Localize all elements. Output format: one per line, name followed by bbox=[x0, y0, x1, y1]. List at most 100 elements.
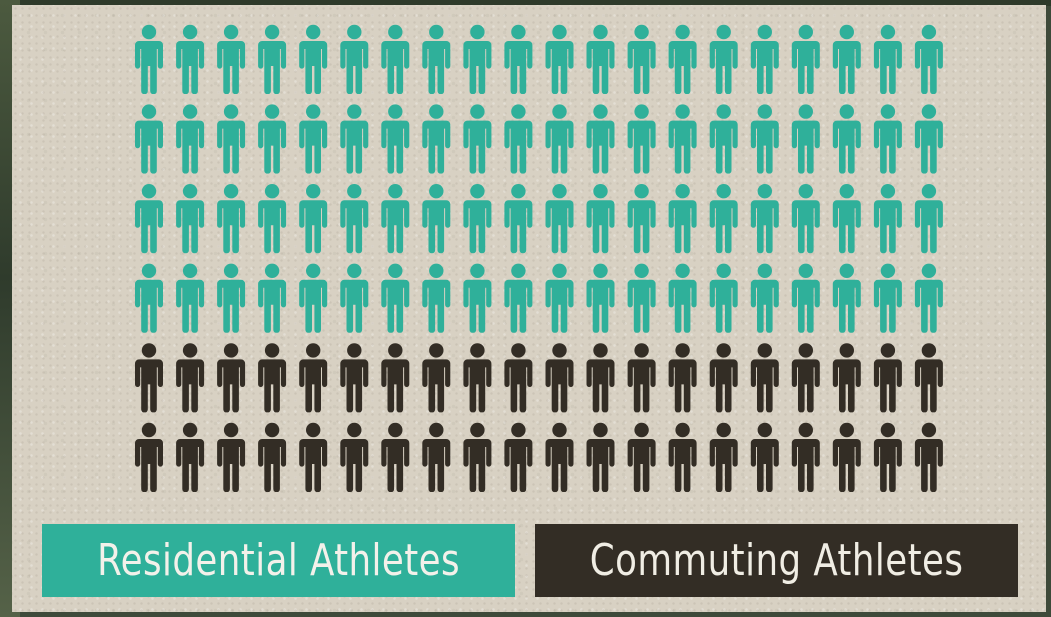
legend-commuting-athletes: Commuting Athletes bbox=[535, 524, 1018, 597]
person-icon bbox=[463, 422, 492, 492]
person-icon bbox=[258, 263, 287, 333]
person-icon bbox=[832, 422, 861, 492]
person-icon bbox=[627, 422, 656, 492]
person-icon bbox=[299, 24, 328, 94]
person-icon bbox=[627, 24, 656, 94]
person-icon bbox=[340, 343, 369, 413]
person-icon bbox=[668, 343, 697, 413]
person-icon bbox=[299, 263, 328, 333]
person-icon bbox=[750, 263, 779, 333]
person-icon bbox=[381, 104, 410, 174]
person-icon bbox=[545, 104, 574, 174]
person-icon bbox=[586, 263, 615, 333]
person-icon bbox=[750, 343, 779, 413]
person-icon bbox=[258, 24, 287, 94]
person-icon bbox=[463, 263, 492, 333]
person-icon bbox=[709, 24, 738, 94]
person-icon bbox=[340, 422, 369, 492]
person-icon bbox=[135, 24, 163, 94]
legend-residential-athletes: Residential Athletes bbox=[42, 524, 515, 597]
person-icon bbox=[504, 343, 533, 413]
person-icon bbox=[135, 343, 163, 413]
person-icon bbox=[545, 422, 574, 492]
person-icon bbox=[176, 104, 205, 174]
person-icon bbox=[217, 422, 246, 492]
person-icon bbox=[709, 104, 738, 174]
person-icon bbox=[750, 184, 779, 254]
person-icon bbox=[545, 24, 574, 94]
person-icon bbox=[381, 263, 410, 333]
person-icon bbox=[381, 422, 410, 492]
person-icon bbox=[422, 343, 451, 413]
person-icon bbox=[217, 104, 246, 174]
person-icon bbox=[422, 104, 451, 174]
person-icon bbox=[668, 263, 697, 333]
person-icon bbox=[832, 104, 861, 174]
person-icon bbox=[176, 422, 205, 492]
person-icon bbox=[135, 104, 163, 174]
person-icon bbox=[627, 263, 656, 333]
person-icon bbox=[176, 184, 205, 254]
person-icon bbox=[791, 24, 820, 94]
person-icon bbox=[586, 104, 615, 174]
person-icon bbox=[258, 184, 287, 254]
person-icon bbox=[463, 104, 492, 174]
person-icon bbox=[504, 104, 533, 174]
person-icon bbox=[463, 184, 492, 254]
person-icon bbox=[504, 422, 533, 492]
person-icon bbox=[914, 104, 943, 174]
legend-commuting-label: Commuting Athletes bbox=[589, 535, 964, 586]
person-icon bbox=[627, 104, 656, 174]
person-icon bbox=[873, 184, 902, 254]
person-icon bbox=[217, 184, 246, 254]
person-icon bbox=[381, 184, 410, 254]
person-icon bbox=[709, 422, 738, 492]
person-icon bbox=[873, 343, 902, 413]
person-icon bbox=[668, 24, 697, 94]
person-icon bbox=[422, 184, 451, 254]
person-icon bbox=[135, 422, 163, 492]
person-icon bbox=[299, 422, 328, 492]
person-icon bbox=[750, 422, 779, 492]
person-icon bbox=[217, 24, 246, 94]
person-icon bbox=[504, 263, 533, 333]
person-icon bbox=[258, 343, 287, 413]
person-icon bbox=[504, 184, 533, 254]
person-icon bbox=[873, 422, 902, 492]
person-icon bbox=[463, 24, 492, 94]
person-icon bbox=[258, 422, 287, 492]
person-icon bbox=[709, 263, 738, 333]
person-icon bbox=[791, 104, 820, 174]
person-icon bbox=[299, 184, 328, 254]
person-icon bbox=[340, 184, 369, 254]
person-icon bbox=[463, 343, 492, 413]
person-icon bbox=[381, 343, 410, 413]
person-icon bbox=[750, 24, 779, 94]
person-icon bbox=[422, 263, 451, 333]
person-icon bbox=[545, 263, 574, 333]
person-icon bbox=[709, 343, 738, 413]
person-icon bbox=[545, 184, 574, 254]
person-icon bbox=[586, 184, 615, 254]
person-icon bbox=[873, 263, 902, 333]
person-icon bbox=[791, 422, 820, 492]
person-icon bbox=[217, 263, 246, 333]
person-icon bbox=[914, 184, 943, 254]
person-icon bbox=[176, 343, 205, 413]
person-icon bbox=[914, 263, 943, 333]
person-icon bbox=[176, 263, 205, 333]
person-icon bbox=[873, 104, 902, 174]
person-icon bbox=[627, 184, 656, 254]
person-icon bbox=[217, 343, 246, 413]
person-icon bbox=[791, 184, 820, 254]
background-edge-top bbox=[0, 0, 1051, 6]
person-icon bbox=[791, 343, 820, 413]
person-icon bbox=[422, 422, 451, 492]
person-icon bbox=[668, 422, 697, 492]
person-icon bbox=[299, 343, 328, 413]
person-icon bbox=[832, 263, 861, 333]
person-icon bbox=[586, 422, 615, 492]
legend-residential-label: Residential Athletes bbox=[97, 535, 460, 586]
person-icon bbox=[832, 184, 861, 254]
person-icon bbox=[873, 24, 902, 94]
